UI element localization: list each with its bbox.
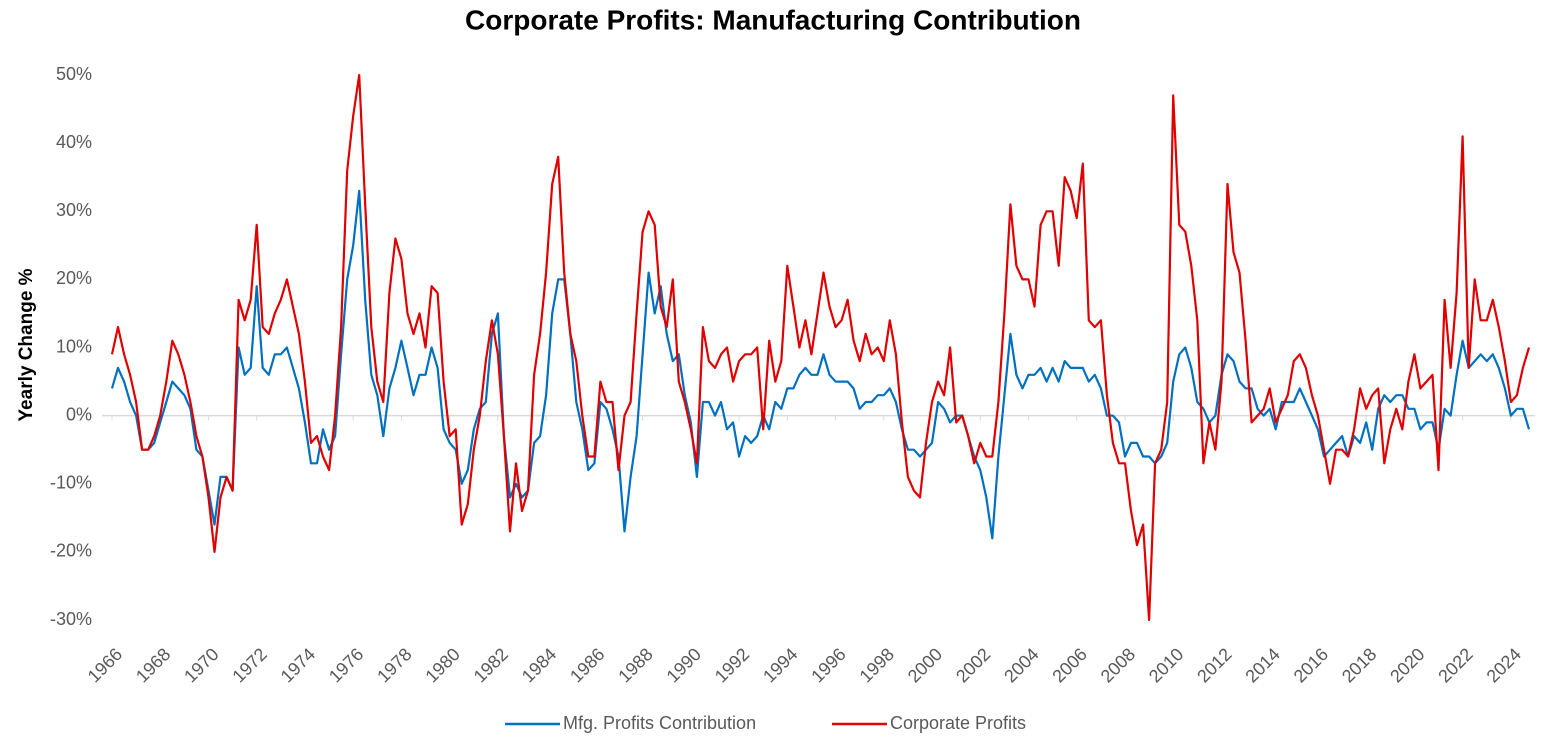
chart-title: Corporate Profits: Manufacturing Contrib…	[465, 4, 1081, 35]
x-tick-label: 2018	[1338, 644, 1380, 686]
x-tick-label: 2000	[904, 644, 946, 686]
y-tick-label: 10%	[56, 336, 92, 356]
x-tick-label: 2006	[1048, 644, 1090, 686]
x-tick-label: 1976	[325, 644, 367, 686]
y-tick-label: 50%	[56, 64, 92, 84]
y-tick-label: -20%	[50, 541, 92, 561]
x-tick-label: 1972	[228, 644, 270, 686]
series-line	[110, 189, 1531, 540]
y-tick-label: 40%	[56, 132, 92, 152]
x-tick-label: 1992	[711, 644, 753, 686]
x-tick-label: 1966	[84, 644, 126, 686]
y-axis-label: Yearly Change %	[16, 268, 37, 421]
x-tick-label: 1996	[807, 644, 849, 686]
x-tick-label: 2002	[952, 644, 994, 686]
x-tick-label: 2016	[1290, 644, 1332, 686]
x-tick-label: 1984	[518, 644, 560, 686]
legend-label: Mfg. Profits Contribution	[563, 713, 756, 733]
x-tick-label: 2022	[1434, 644, 1476, 686]
y-tick-label: 0%	[66, 404, 92, 424]
x-tick-label: 1970	[180, 644, 222, 686]
x-tick-label: 1994	[759, 644, 801, 686]
x-tick-label: 2014	[1241, 644, 1283, 686]
y-tick-label: 30%	[56, 200, 92, 220]
y-tick-label: -30%	[50, 609, 92, 629]
x-tick-label: 1980	[421, 644, 463, 686]
x-tick-label: 1968	[132, 644, 174, 686]
x-tick-label: 2004	[1000, 644, 1042, 686]
x-tick-label: 1974	[277, 644, 319, 686]
x-tick-label: 1982	[470, 644, 512, 686]
x-tick-label: 2020	[1386, 644, 1428, 686]
x-tick-label: 2008	[1097, 644, 1139, 686]
x-tick-label: 1986	[566, 644, 608, 686]
x-tick-label: 1990	[663, 644, 705, 686]
x-tick-label: 1988	[614, 644, 656, 686]
legend-label: Corporate Profits	[890, 713, 1026, 733]
x-tick-label: 2012	[1193, 644, 1235, 686]
x-tick-label: 1998	[856, 644, 898, 686]
x-tick-label: 2010	[1145, 644, 1187, 686]
y-tick-label: 20%	[56, 268, 92, 288]
x-tick-label: 2024	[1483, 644, 1525, 686]
x-tick-label: 1978	[373, 644, 415, 686]
series-line	[110, 73, 1531, 622]
y-tick-label: -10%	[50, 473, 92, 493]
